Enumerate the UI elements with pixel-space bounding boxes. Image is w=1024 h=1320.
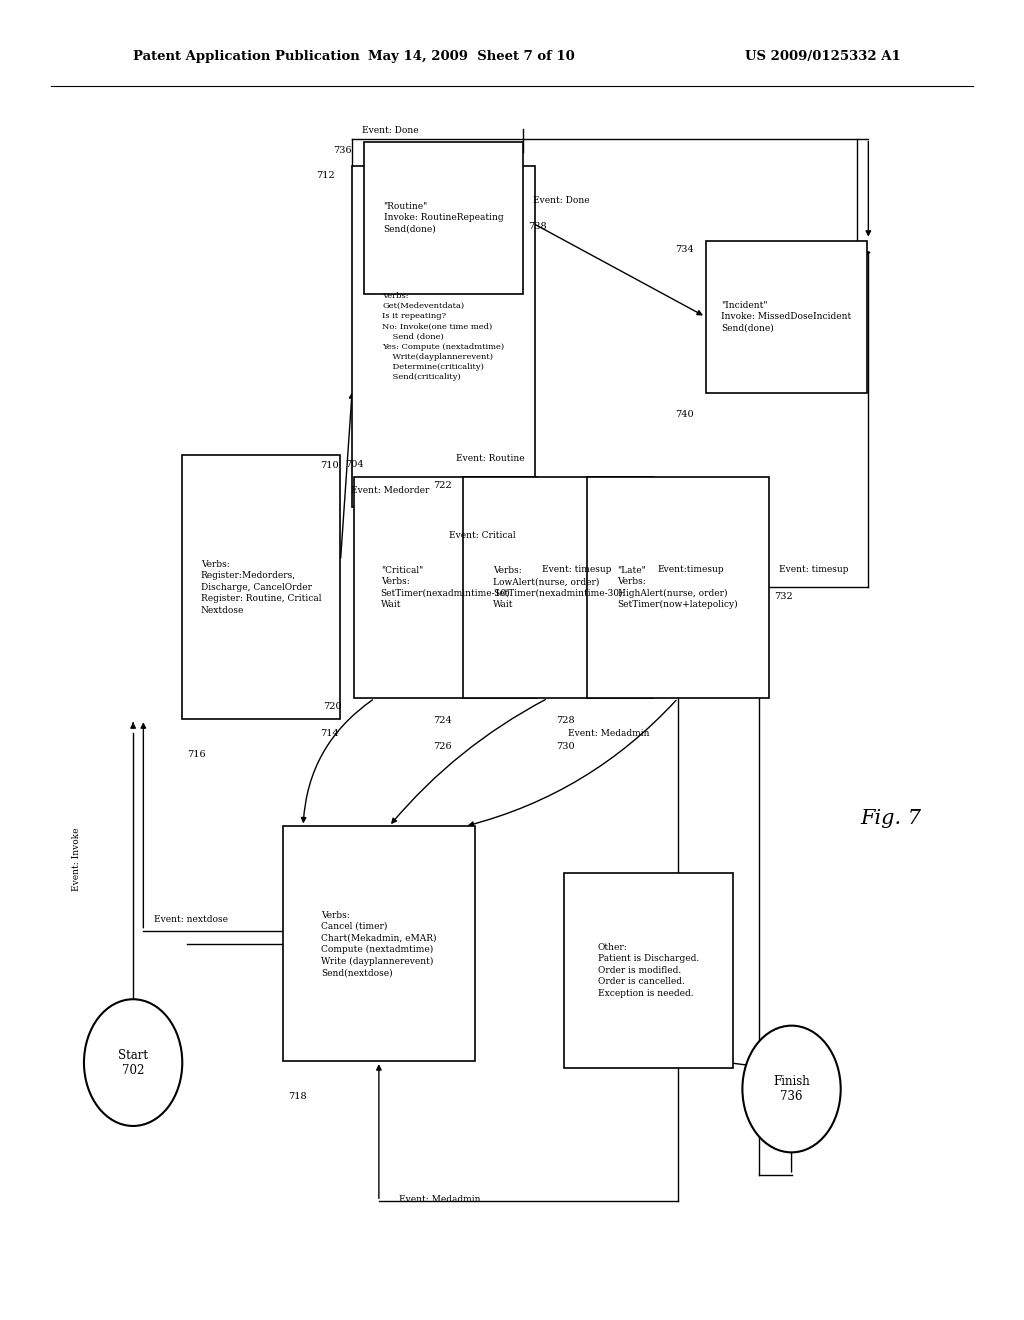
Text: 740: 740 (675, 411, 693, 420)
Text: Event: Routine: Event: Routine (456, 454, 524, 463)
Text: Event: Medorder: Event: Medorder (350, 486, 429, 495)
Text: 718: 718 (288, 1092, 306, 1101)
Text: "Routine"
Invoke: RoutineRepeating
Send(done): "Routine" Invoke: RoutineRepeating Send(… (384, 202, 503, 234)
Text: Event: Medadmin: Event: Medadmin (399, 1195, 481, 1204)
Text: 712: 712 (316, 170, 335, 180)
Circle shape (742, 1026, 841, 1152)
Text: "Incident"
Invoke: MissedDoseIncident
Send(done): "Incident" Invoke: MissedDoseIncident Se… (721, 301, 852, 333)
Text: 714: 714 (321, 729, 339, 738)
Text: Event: Invoke: Event: Invoke (73, 828, 81, 891)
Text: Other:
Patient is Discharged.
Order is modifled.
Order is cancelled.
Exception i: Other: Patient is Discharged. Order is m… (598, 942, 698, 998)
FancyBboxPatch shape (352, 166, 535, 507)
Text: Verbs:
Get(Medeventdata)
Is it repeating?
No: Invoke(one time med)
    Send (don: Verbs: Get(Medeventdata) Is it repeating… (382, 292, 505, 381)
Text: 726: 726 (432, 742, 452, 751)
Text: "Critical"
Verbs:
SetTimer(nexadmintime-10)
Wait: "Critical" Verbs: SetTimer(nexadmintime-… (381, 566, 510, 609)
Text: 738: 738 (528, 222, 547, 231)
Text: Event: Medadmin: Event: Medadmin (568, 729, 650, 738)
Text: May 14, 2009  Sheet 7 of 10: May 14, 2009 Sheet 7 of 10 (368, 50, 574, 63)
Text: Event: Done: Event: Done (362, 125, 419, 135)
FancyBboxPatch shape (563, 873, 733, 1068)
Circle shape (84, 999, 182, 1126)
Text: 710: 710 (321, 461, 339, 470)
Text: Fig. 7: Fig. 7 (860, 809, 922, 828)
Text: Verbs:
LowAlert(nurse, order)
SetTimer(nexadmintime-30)
Wait: Verbs: LowAlert(nurse, order) SetTimer(n… (494, 566, 623, 609)
Text: 736: 736 (334, 147, 352, 156)
Text: Event: timesup: Event: timesup (542, 565, 611, 574)
Text: Event: Done: Event: Done (532, 195, 590, 205)
Text: Verbs:
Register:Medorders,
Discharge, CancelOrder
Register: Routine, Critical
Ne: Verbs: Register:Medorders, Discharge, Ca… (201, 560, 322, 615)
Text: 720: 720 (324, 702, 342, 711)
Text: 722: 722 (432, 480, 452, 490)
Text: 716: 716 (186, 750, 206, 759)
Text: Start
702: Start 702 (118, 1048, 148, 1077)
FancyBboxPatch shape (354, 477, 537, 698)
Text: 724: 724 (432, 715, 452, 725)
Text: Finish
736: Finish 736 (773, 1074, 810, 1104)
Text: 732: 732 (774, 591, 793, 601)
Text: Event: Critical: Event: Critical (449, 531, 515, 540)
Text: 734: 734 (675, 246, 693, 253)
FancyBboxPatch shape (706, 242, 867, 393)
FancyBboxPatch shape (587, 477, 769, 698)
FancyBboxPatch shape (283, 826, 475, 1061)
Text: 728: 728 (556, 715, 574, 725)
Text: Event: nextdose: Event: nextdose (154, 915, 227, 924)
Text: Event: timesup: Event: timesup (779, 565, 849, 574)
Text: "Late"
Verbs:
HighAlert(nurse, order)
SetTimer(now+latepolicy): "Late" Verbs: HighAlert(nurse, order) Se… (617, 565, 738, 610)
Text: Event:timesup: Event:timesup (658, 565, 725, 574)
FancyBboxPatch shape (365, 143, 522, 294)
FancyBboxPatch shape (182, 455, 340, 719)
Text: 730: 730 (556, 742, 574, 751)
Text: Patent Application Publication: Patent Application Publication (133, 50, 359, 63)
FancyBboxPatch shape (463, 477, 653, 698)
Text: Verbs:
Cancel (timer)
Chart(Mekadmin, eMAR)
Compute (nextadmtime)
Write (dayplan: Verbs: Cancel (timer) Chart(Mekadmin, eM… (322, 911, 436, 977)
Text: 704: 704 (346, 459, 365, 469)
Text: US 2009/0125332 A1: US 2009/0125332 A1 (745, 50, 901, 63)
